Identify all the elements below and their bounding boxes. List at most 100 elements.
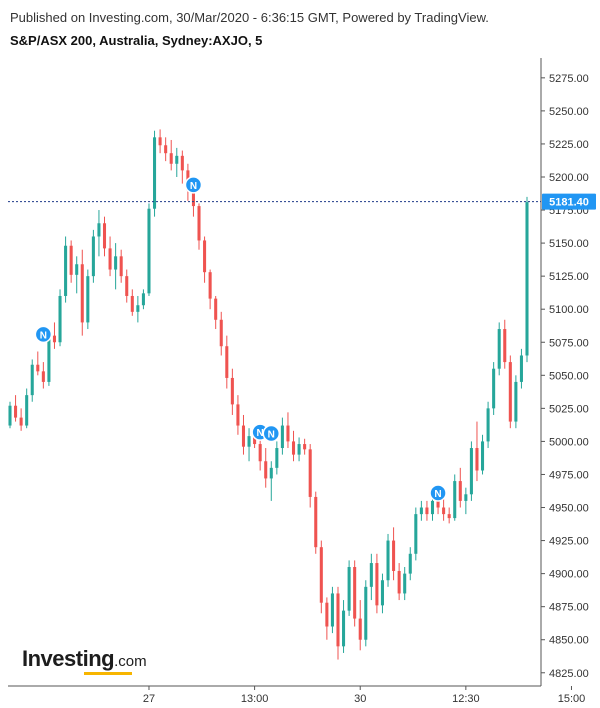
candle — [203, 236, 207, 283]
candle-body — [41, 371, 45, 382]
candle-body — [525, 202, 529, 356]
candle-body — [408, 553, 412, 574]
candle — [514, 375, 518, 429]
candle — [119, 249, 123, 283]
candle-body — [230, 377, 234, 405]
y-tick-label: 5250.00 — [549, 106, 589, 118]
news-marker[interactable]: N — [429, 484, 447, 502]
candle-body — [253, 436, 257, 445]
candle — [358, 600, 362, 651]
news-marker[interactable]: N — [184, 176, 203, 194]
y-tick-label: 5025.00 — [549, 403, 589, 415]
news-marker-circle — [184, 176, 203, 194]
candle — [464, 487, 468, 515]
candle-body — [419, 507, 423, 515]
candle — [130, 289, 134, 316]
candle — [386, 533, 390, 587]
y-tick-label: 4950.00 — [549, 503, 589, 515]
news-marker[interactable]: N — [34, 325, 53, 344]
candle — [458, 467, 462, 508]
y-tick-label: 5275.00 — [549, 73, 589, 85]
candle — [286, 412, 290, 449]
candle-body — [308, 449, 312, 497]
news-markers[interactable]: NNN NN — [34, 176, 447, 502]
y-tick-label: 5125.00 — [549, 271, 589, 283]
current-price-badge — [542, 193, 596, 210]
y-tick-label: 4900.00 — [549, 569, 589, 581]
candle-body — [447, 514, 451, 519]
candle — [314, 491, 318, 554]
candle — [86, 269, 90, 330]
candle — [180, 150, 184, 184]
candle — [64, 236, 68, 303]
candle — [69, 240, 73, 283]
candle-body — [464, 494, 468, 501]
published-note: Published on Investing.com, 30/Mar/2020 … — [10, 10, 489, 25]
candle-body — [386, 540, 390, 581]
candle — [480, 434, 485, 475]
candle — [141, 289, 145, 310]
news-marker[interactable]: N — [262, 424, 281, 443]
y-tick-label: 5075.00 — [549, 337, 589, 349]
candle-body — [136, 305, 140, 312]
candle-body — [325, 602, 329, 627]
candle-body — [36, 364, 40, 372]
axes: 4825.00 4850.00 4875.00 4900.00 4925.00 4950.… — [8, 58, 589, 705]
candle — [291, 430, 296, 462]
candle-body — [314, 496, 318, 548]
candle — [8, 401, 12, 429]
candle-body — [280, 425, 284, 449]
candle-body — [453, 481, 457, 519]
candle — [297, 437, 301, 462]
candle-body — [392, 540, 396, 571]
candle-body — [197, 206, 201, 241]
logo-wordmark: Investing — [22, 646, 115, 671]
y-tick-label: 5225.00 — [549, 139, 589, 151]
candle-body — [475, 448, 479, 471]
candle-body — [364, 586, 368, 640]
candle-body — [514, 381, 518, 422]
candle — [36, 351, 40, 376]
candle-body — [458, 481, 462, 501]
candle — [330, 586, 334, 634]
candle-body — [91, 236, 95, 277]
candle-body — [403, 573, 407, 594]
candle-body — [430, 500, 435, 515]
candle — [91, 229, 95, 283]
candle — [486, 401, 490, 449]
x-tick-label: 13:00 — [241, 693, 269, 705]
candle-body — [358, 618, 362, 640]
candle — [236, 395, 240, 435]
candle-body — [25, 395, 29, 426]
candle — [197, 203, 201, 250]
candle — [164, 137, 168, 162]
x-tick-label: 27 — [143, 693, 155, 705]
candle — [380, 573, 384, 614]
candle — [353, 560, 357, 627]
candle-body — [503, 329, 507, 363]
candle — [208, 269, 212, 310]
candle-body — [180, 155, 184, 171]
candle-body — [203, 240, 207, 273]
candle — [125, 269, 129, 303]
candle-body — [191, 190, 195, 207]
current-price: 5181.40 — [8, 193, 596, 210]
news-marker-label: N — [190, 181, 197, 192]
candle-body — [480, 441, 485, 471]
candle-body — [486, 408, 490, 442]
candle — [30, 359, 34, 402]
y-tick-label: 5100.00 — [549, 304, 589, 316]
candle — [169, 139, 173, 171]
candle-body — [380, 580, 384, 606]
candle — [342, 600, 346, 653]
candle — [114, 243, 118, 290]
candle — [102, 216, 107, 257]
candle-body — [258, 444, 262, 462]
logo-suffix: .com — [114, 653, 147, 670]
candle-body — [519, 355, 523, 382]
news-marker-label: N — [268, 429, 275, 440]
candle-body — [347, 567, 351, 611]
candle — [214, 295, 218, 330]
candle — [136, 295, 140, 323]
